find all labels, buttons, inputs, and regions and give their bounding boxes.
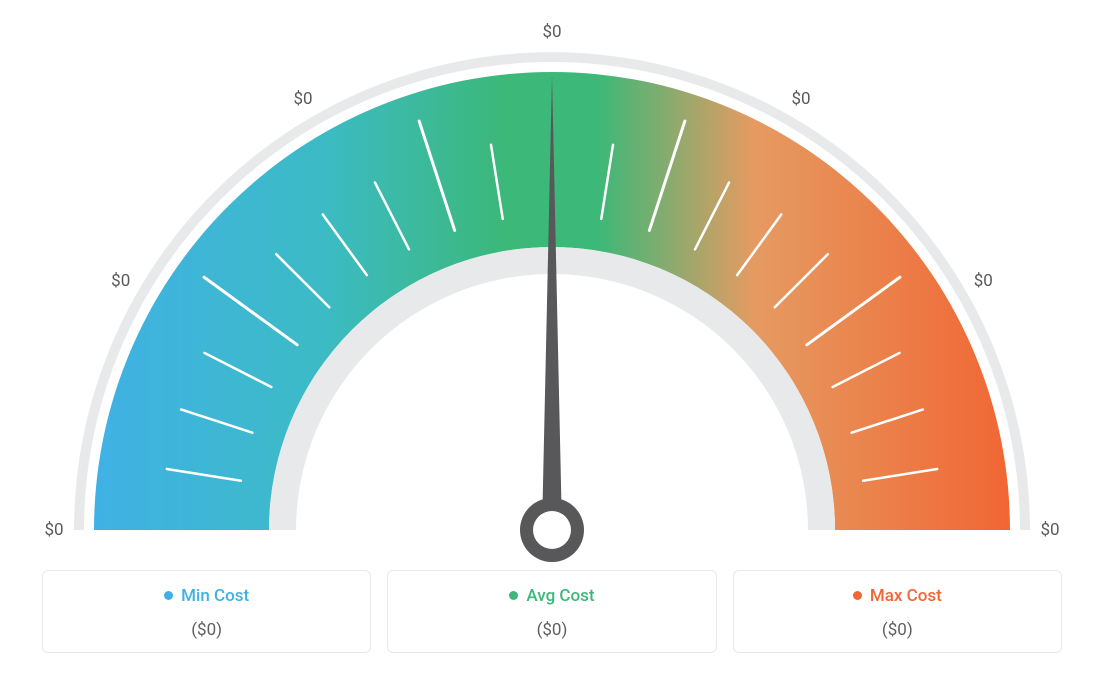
legend-dot-avg [509,591,518,600]
legend-dot-max [853,591,862,600]
legend-dot-min [164,591,173,600]
gauge-svg [40,10,1064,570]
scale-label: $0 [1040,520,1059,540]
legend-text-avg: Avg Cost [526,586,594,606]
legend-label-min: Min Cost [164,586,249,606]
scale-label: $0 [974,271,993,291]
legend-label-avg: Avg Cost [509,586,594,606]
scale-label: $0 [293,89,312,109]
cost-gauge-chart: $0 $0 $0 $0 $0 $0 $0 Min Cost ($0) Avg Cost ($… [0,0,1104,690]
legend-label-max: Max Cost [853,586,942,606]
legend-box-max: Max Cost ($0) [733,570,1062,653]
scale-label: $0 [111,271,130,291]
scale-label: $0 [791,89,810,109]
legend-value-max: ($0) [744,620,1051,640]
legend-value-min: ($0) [53,620,360,640]
gauge-area: $0 $0 $0 $0 $0 $0 $0 [40,10,1064,570]
legend-text-max: Max Cost [870,586,942,606]
scale-label: $0 [542,22,561,42]
scale-label: $0 [44,520,63,540]
legend-box-avg: Avg Cost ($0) [387,570,716,653]
legend-box-min: Min Cost ($0) [42,570,371,653]
legend-value-avg: ($0) [398,620,705,640]
legend-row: Min Cost ($0) Avg Cost ($0) Max Cost ($0… [40,570,1064,653]
legend-text-min: Min Cost [181,586,249,606]
